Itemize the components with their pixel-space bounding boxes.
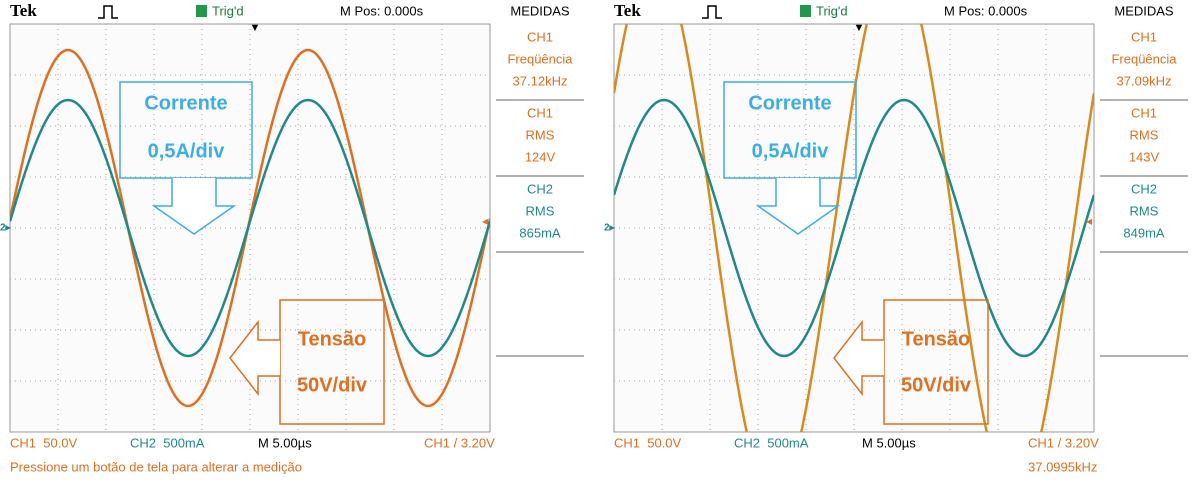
menu-title: MEDIDAS — [1114, 3, 1174, 18]
measurement-text: RMS — [526, 127, 555, 142]
scope-screen: 2▸ ◂ ▼ Tek Trig'd M Pos: 0.000s MEDIDAS CH1 Freq… — [0, 0, 598, 482]
measurement-text: RMS — [1130, 127, 1159, 142]
pulse-icon — [98, 6, 118, 18]
annotation-text: 50V/div — [297, 374, 368, 396]
measurement-text: 37.09kHz — [1117, 73, 1172, 88]
trigger-setting: CH1 / 3.20V — [1028, 435, 1099, 450]
annotation-text: Tensão — [902, 328, 971, 350]
time-scale: M 5.00µs — [862, 435, 916, 450]
trigger-position-marker: ▼ — [250, 22, 261, 34]
ch2-scale: CH2 500mA — [734, 435, 809, 450]
ch1-scale: CH1 50.0V — [10, 435, 78, 450]
trigger-setting: CH1 / 3.20V — [424, 435, 495, 450]
trigger-level-marker: ◂ — [482, 214, 488, 228]
position: M Pos: 0.000s — [944, 3, 1028, 18]
measurement-text: Freqüência — [507, 51, 573, 66]
status-message: Pressione um botão de tela para alterar … — [10, 459, 302, 474]
measurement-text: 865mA — [519, 225, 561, 240]
page: 2▸ ◂ ▼ Tek Trig'd M Pos: 0.000s MEDIDAS CH1 Freq… — [0, 0, 1202, 482]
annotation-text: 0,5A/div — [752, 140, 830, 162]
time-scale: M 5.00µs — [258, 435, 312, 450]
menu-title: MEDIDAS — [510, 3, 570, 18]
annotation-text: Corrente — [144, 92, 227, 114]
measurement-text: 124V — [525, 149, 556, 164]
measurement-text: RMS — [526, 203, 555, 218]
pulse-icon — [702, 6, 722, 18]
trigger-icon — [196, 5, 207, 17]
ch2-marker: 2▸ — [0, 223, 12, 234]
trigger-icon — [800, 5, 811, 17]
measurement-text: CH2 — [1131, 181, 1157, 196]
trigger-level-marker: ◂ — [1086, 214, 1092, 228]
annotation-text: Tensão — [298, 328, 367, 350]
brand: Tek — [10, 1, 37, 20]
status-message: 37.0995kHz — [1028, 459, 1097, 474]
measurement-text: 849mA — [1123, 225, 1165, 240]
measurement-text: CH2 — [527, 181, 553, 196]
measurement-text: CH1 — [527, 105, 553, 120]
ch1-scale: CH1 50.0V — [614, 435, 682, 450]
trigger-status: Trig'd — [212, 3, 244, 18]
measurement-text: 37.12kHz — [513, 73, 568, 88]
trigger-position-marker: ▼ — [854, 22, 865, 34]
position: M Pos: 0.000s — [340, 3, 424, 18]
brand: Tek — [614, 1, 641, 20]
measurement-text: RMS — [1130, 203, 1159, 218]
annotation-text: 50V/div — [901, 374, 972, 396]
measurement-text: Freqüência — [1111, 51, 1177, 66]
ch2-scale: CH2 500mA — [130, 435, 205, 450]
measurement-text: CH1 — [1131, 105, 1157, 120]
measurement-text: CH1 — [1131, 29, 1157, 44]
trigger-status: Trig'd — [816, 3, 848, 18]
measurement-text: CH1 — [527, 29, 553, 44]
annotation-text: Corrente — [748, 92, 831, 114]
ch2-marker: 2▸ — [604, 223, 616, 234]
scope-screen: 2▸ ◂ ▼ Tek Trig'd M Pos: 0.000s MEDIDAS CH1 Freq… — [604, 0, 1202, 482]
measurement-text: 143V — [1129, 149, 1160, 164]
annotation-text: 0,5A/div — [148, 140, 226, 162]
